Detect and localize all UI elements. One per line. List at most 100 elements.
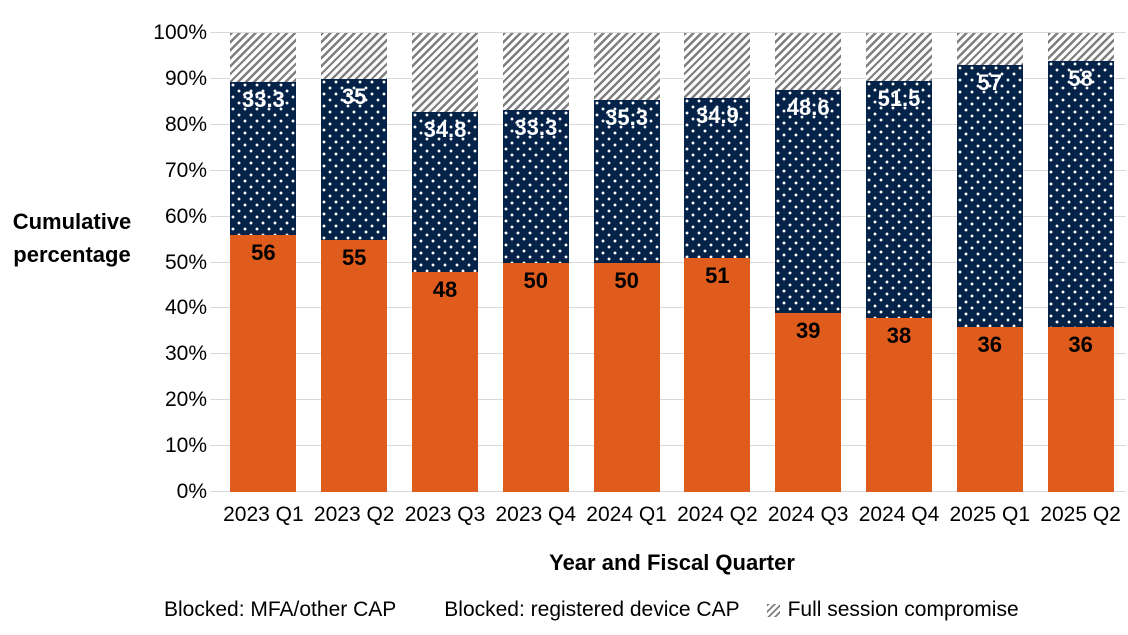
bar-value-label: 33.3 xyxy=(241,87,285,113)
bar-2023-q2: 55 35 xyxy=(321,33,388,492)
gridline-40 xyxy=(210,307,1126,309)
legend-label: Blocked: MFA/other CAP xyxy=(164,598,397,621)
gridline-70 xyxy=(210,169,1126,171)
bar-segment-blocked-mfa-other-cap-2025-q1: 36 xyxy=(956,326,1023,492)
bar-segment-blocked-mfa-other-cap-2024-q2: 51 xyxy=(684,257,751,492)
y-tick-label-80: 80% xyxy=(164,112,207,136)
bar-segment-full-session-compromise-2023-q3 xyxy=(412,33,478,112)
bar-2023-q3: 48 34.8 xyxy=(412,33,478,492)
x-axis-title: Year and Fiscal Quarter xyxy=(549,550,795,575)
y-tick-label-90: 90% xyxy=(164,66,207,90)
bar-2024-q3: 39 48.6 xyxy=(775,33,842,492)
x-tick-label-2024-q1: 2024 Q1 xyxy=(586,503,667,526)
bar-value-label: 38 xyxy=(886,322,912,348)
bar-segment-blocked-registered-device-cap-2023-q2: 35 xyxy=(321,78,388,240)
y-tick-label-40: 40% xyxy=(164,296,207,320)
bar-segment-full-session-compromise-2023-q2 xyxy=(321,33,388,79)
bar-segment-blocked-mfa-other-cap-2023-q2: 55 xyxy=(321,239,388,492)
bar-value-label: 50 xyxy=(614,267,639,293)
bar-value-label: 48.6 xyxy=(786,94,830,120)
bar-segment-blocked-registered-device-cap-2024-q2: 34.9 xyxy=(684,97,751,258)
bar-segment-full-session-compromise-2024-q2 xyxy=(684,33,751,98)
x-tick-label-2025-q1: 2025 Q1 xyxy=(949,503,1031,526)
legend: Blocked: MFA/other CAP Blocked: registere… xyxy=(143,598,1019,622)
legend-item-blocked-registered-device-cap: Blocked: registered device CAP xyxy=(423,598,739,622)
bar-2024-q4: 38 51.5 xyxy=(866,33,932,492)
bar-segment-full-session-compromise-2025-q2 xyxy=(1047,33,1114,61)
bar-segment-blocked-registered-device-cap-2024-q3: 48.6 xyxy=(775,89,842,313)
gridline-50 xyxy=(210,261,1126,263)
x-tick-label-2023-q1: 2023 Q1 xyxy=(223,503,304,526)
x-tick-label-2023-q2: 2023 Q2 xyxy=(313,503,395,526)
gridline-80 xyxy=(210,123,1126,125)
bar-segment-blocked-registered-device-cap-2023-q3: 34.8 xyxy=(412,111,478,272)
bar-2025-q2: 36 58 xyxy=(1047,33,1114,492)
bar-segment-blocked-registered-device-cap-2024-q1: 35.3 xyxy=(593,100,660,263)
legend-item-blocked-mfa-other-cap: Blocked: MFA/other CAP xyxy=(143,598,396,622)
legend-label: Full session compromise xyxy=(787,598,1019,621)
bar-2024-q1: 50 35.3 xyxy=(593,33,660,492)
legend-item-full-session-compromise: Full session compromise xyxy=(766,598,1019,622)
bar-value-label: 51 xyxy=(705,262,730,288)
y-tick-label-60: 60% xyxy=(164,204,207,228)
y-tick-label-70: 70% xyxy=(164,158,207,182)
bar-segment-full-session-compromise-2024-q1 xyxy=(593,33,660,101)
y-tick-label-50: 50% xyxy=(164,250,207,274)
x-tick-label-2024-q2: 2024 Q2 xyxy=(677,503,758,526)
x-axis-tick-labels: 2023 Q1 2023 Q2 2023 Q3 2023 Q4 2024 Q1 2024 … xyxy=(218,503,1126,527)
y-tick-label-10: 10% xyxy=(164,434,207,458)
bar-segment-full-session-compromise-2025-q1 xyxy=(956,33,1023,66)
bar-segment-blocked-mfa-other-cap-2023-q4: 50 xyxy=(502,262,569,492)
bar-value-label: 33.3 xyxy=(514,114,558,140)
gridline-20 xyxy=(210,399,1126,401)
bar-segment-full-session-compromise-2023-q1 xyxy=(230,33,297,83)
legend-marker-dots-icon xyxy=(423,604,436,617)
bar-value-label: 48 xyxy=(432,276,458,302)
bar-segment-blocked-registered-device-cap-2024-q4: 51.5 xyxy=(866,81,932,318)
y-tick-label-20: 20% xyxy=(164,388,207,412)
bar-value-label: 55 xyxy=(341,244,367,270)
gridline-60 xyxy=(210,215,1126,217)
bar-value-label: 50 xyxy=(523,267,549,293)
bar-segment-blocked-registered-device-cap-2023-q4: 33.3 xyxy=(502,109,569,263)
gridline-30 xyxy=(210,353,1126,355)
bar-segment-blocked-mfa-other-cap-2024-q4: 38 xyxy=(866,317,932,492)
y-axis-tick-labels: 0% 10% 20% 30% 40% 50% 60% 70% 80% 90% 100% xyxy=(0,21,207,503)
bar-segment-blocked-registered-device-cap-2025-q1: 57 xyxy=(956,65,1023,327)
bar-segment-blocked-registered-device-cap-2025-q2: 58 xyxy=(1047,60,1114,327)
bar-value-label: 35 xyxy=(341,83,367,109)
bar-segment-blocked-mfa-other-cap-2023-q3: 48 xyxy=(412,271,478,492)
bar-segment-blocked-mfa-other-cap-2023-q1: 56 xyxy=(230,234,297,492)
legend-marker-solid-icon xyxy=(143,604,156,617)
gridline-100 xyxy=(210,32,1126,33)
bar-segment-full-session-compromise-2024-q4 xyxy=(866,33,932,82)
bar-segment-blocked-mfa-other-cap-2024-q1: 50 xyxy=(593,262,660,492)
bar-value-label: 57 xyxy=(977,70,1003,96)
bar-value-label: 36 xyxy=(1068,331,1093,357)
legend-marker-diagonal-hatch-icon xyxy=(766,603,780,617)
gridline-0 xyxy=(210,491,1126,492)
bar-segment-full-session-compromise-2024-q3 xyxy=(775,33,842,90)
bar-value-label: 36 xyxy=(977,331,1003,357)
x-tick-label-2024-q3: 2024 Q3 xyxy=(767,503,849,526)
plot-area: 56 33.3 55 35 48 34.8 50 33.3 50 35.3 51 34.9 39 48.6… xyxy=(210,32,1126,492)
bar-segment-blocked-mfa-other-cap-2025-q2: 36 xyxy=(1047,326,1114,492)
bar-2023-q4: 50 33.3 xyxy=(502,33,569,492)
gridline-90 xyxy=(210,77,1126,79)
bar-segment-full-session-compromise-2023-q4 xyxy=(502,33,569,110)
bar-value-label: 39 xyxy=(795,318,821,343)
x-tick-label-2025-q2: 2025 Q2 xyxy=(1040,503,1121,526)
x-tick-label-2023-q3: 2023 Q3 xyxy=(404,503,486,526)
y-axis-title: Cumulative percentage xyxy=(12,209,132,267)
bar-2024-q2: 51 34.9 xyxy=(684,33,751,492)
y-tick-label-30: 30% xyxy=(164,342,207,366)
x-tick-label-2023-q4: 2023 Q4 xyxy=(495,503,577,526)
y-tick-label-100: 100% xyxy=(153,21,207,44)
bar-value-label: 56 xyxy=(251,239,276,265)
bar-value-label: 51.5 xyxy=(877,86,921,112)
bar-segment-blocked-mfa-other-cap-2024-q3: 39 xyxy=(775,313,842,492)
bar-value-label: 58 xyxy=(1068,65,1093,91)
bar-value-label: 34.9 xyxy=(695,102,739,128)
bar-value-label: 34.8 xyxy=(423,116,467,142)
